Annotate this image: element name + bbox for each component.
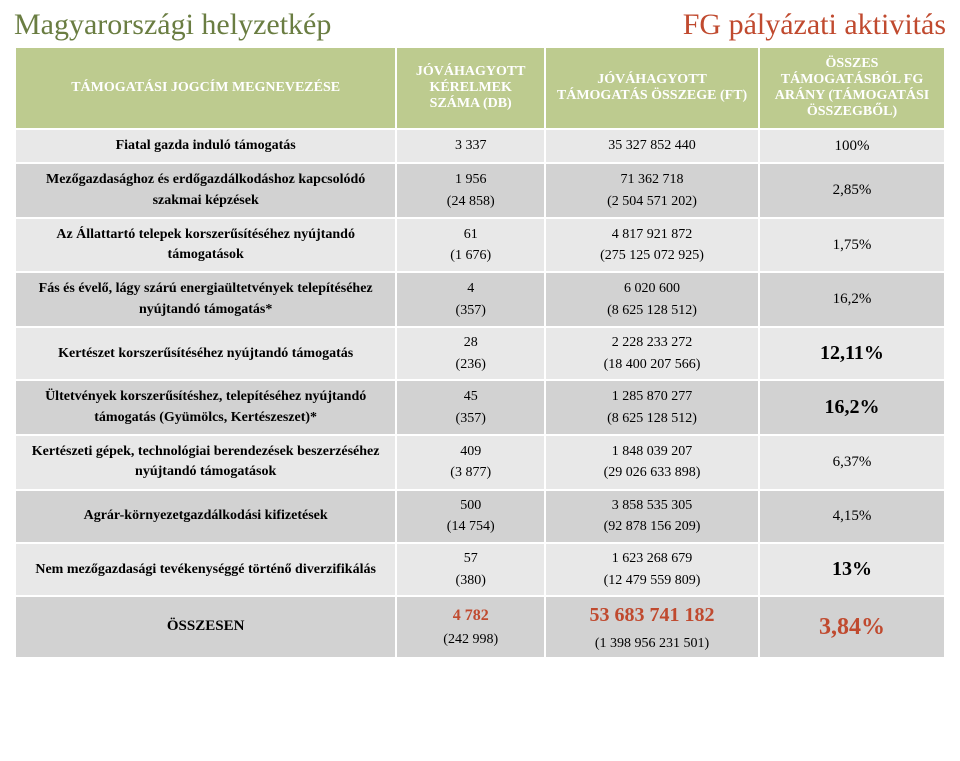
table-row: Agrár-környezetgazdálkodási kifizetések5… <box>15 490 945 543</box>
row-pct: 6,37% <box>759 435 945 490</box>
table-header: TÁMOGATÁSI JOGCÍM MEGNEVEZÉSE JÓVÁHAGYOT… <box>15 47 945 129</box>
row-name: Ültetvények korszerűsítéshez, telepítésé… <box>15 380 396 435</box>
total-count: 4 782(242 998) <box>396 596 545 658</box>
row-amount: 1 285 870 277 (8 625 128 512) <box>545 380 759 435</box>
row-pct: 13% <box>759 543 945 596</box>
col-header-pct: ÖSSZES TÁMOGATÁSBÓL FG ARÁNY (TÁMOGATÁSI… <box>759 47 945 129</box>
row-name: Nem mezőgazdasági tevékenységgé történő … <box>15 543 396 596</box>
row-amount: 71 362 718 (2 504 571 202) <box>545 163 759 218</box>
row-pct: 4,15% <box>759 490 945 543</box>
table-body: Fiatal gazda induló támogatás3 33735 327… <box>15 129 945 658</box>
table-row: Nem mezőgazdasági tevékenységgé történő … <box>15 543 945 596</box>
table-row-total: ÖSSZESEN4 782(242 998)53 683 741 182(1 3… <box>15 596 945 658</box>
row-amount: 6 020 600 (8 625 128 512) <box>545 272 759 327</box>
row-count: 4 (357) <box>396 272 545 327</box>
table-row: Kertészet korszerűsítéséhez nyújtandó tá… <box>15 327 945 380</box>
row-count: 57 (380) <box>396 543 545 596</box>
row-name: Mezőgazdasághoz és erdőgazdálkodáshoz ka… <box>15 163 396 218</box>
row-amount: 3 858 535 305 (92 878 156 209) <box>545 490 759 543</box>
table-row: Mezőgazdasághoz és erdőgazdálkodáshoz ka… <box>15 163 945 218</box>
table-row: Fás és évelő, lágy szárú energiaültetvén… <box>15 272 945 327</box>
row-name: Kertészet korszerűsítéséhez nyújtandó tá… <box>15 327 396 380</box>
row-name: Kertészeti gépek, technológiai berendezé… <box>15 435 396 490</box>
row-name: Fiatal gazda induló támogatás <box>15 129 396 163</box>
col-header-name: TÁMOGATÁSI JOGCÍM MEGNEVEZÉSE <box>15 47 396 129</box>
row-pct: 16,2% <box>759 380 945 435</box>
table-row: Kertészeti gépek, technológiai berendezé… <box>15 435 945 490</box>
row-count: 61 (1 676) <box>396 218 545 273</box>
row-amount: 1 623 268 679 (12 479 559 809) <box>545 543 759 596</box>
title-bar: Magyarországi helyzetkép FG pályázati ak… <box>14 8 946 42</box>
row-pct: 100% <box>759 129 945 163</box>
row-pct: 12,11% <box>759 327 945 380</box>
table-row: Az Állattartó telepek korszerűsítéséhez … <box>15 218 945 273</box>
row-amount: 35 327 852 440 <box>545 129 759 163</box>
row-pct: 16,2% <box>759 272 945 327</box>
row-pct: 2,85% <box>759 163 945 218</box>
row-amount: 1 848 039 207 (29 026 633 898) <box>545 435 759 490</box>
table-row: Ültetvények korszerűsítéshez, telepítésé… <box>15 380 945 435</box>
row-amount: 2 228 233 272 (18 400 207 566) <box>545 327 759 380</box>
total-amount: 53 683 741 182(1 398 956 231 501) <box>545 596 759 658</box>
row-name: Fás és évelő, lágy szárú energiaültetvén… <box>15 272 396 327</box>
row-count: 3 337 <box>396 129 545 163</box>
row-amount: 4 817 921 872 (275 125 072 925) <box>545 218 759 273</box>
row-name: Agrár-környezetgazdálkodási kifizetések <box>15 490 396 543</box>
col-header-count: JÓVÁHAGYOTT KÉRELMEK SZÁMA (DB) <box>396 47 545 129</box>
total-label: ÖSSZESEN <box>15 596 396 658</box>
page: Magyarországi helyzetkép FG pályázati ak… <box>0 0 960 659</box>
row-count: 500 (14 754) <box>396 490 545 543</box>
row-count: 1 956 (24 858) <box>396 163 545 218</box>
col-header-amount: JÓVÁHAGYOTT TÁMOGATÁS ÖSSZEGE (FT) <box>545 47 759 129</box>
row-count: 45 (357) <box>396 380 545 435</box>
data-table: TÁMOGATÁSI JOGCÍM MEGNEVEZÉSE JÓVÁHAGYOT… <box>14 46 946 659</box>
row-count: 28 (236) <box>396 327 545 380</box>
row-name: Az Állattartó telepek korszerűsítéséhez … <box>15 218 396 273</box>
title-left: Magyarországi helyzetkép <box>14 8 331 42</box>
total-pct: 3,84% <box>759 596 945 658</box>
table-row: Fiatal gazda induló támogatás3 33735 327… <box>15 129 945 163</box>
row-count: 409 (3 877) <box>396 435 545 490</box>
row-pct: 1,75% <box>759 218 945 273</box>
title-right: FG pályázati aktivitás <box>683 8 946 42</box>
